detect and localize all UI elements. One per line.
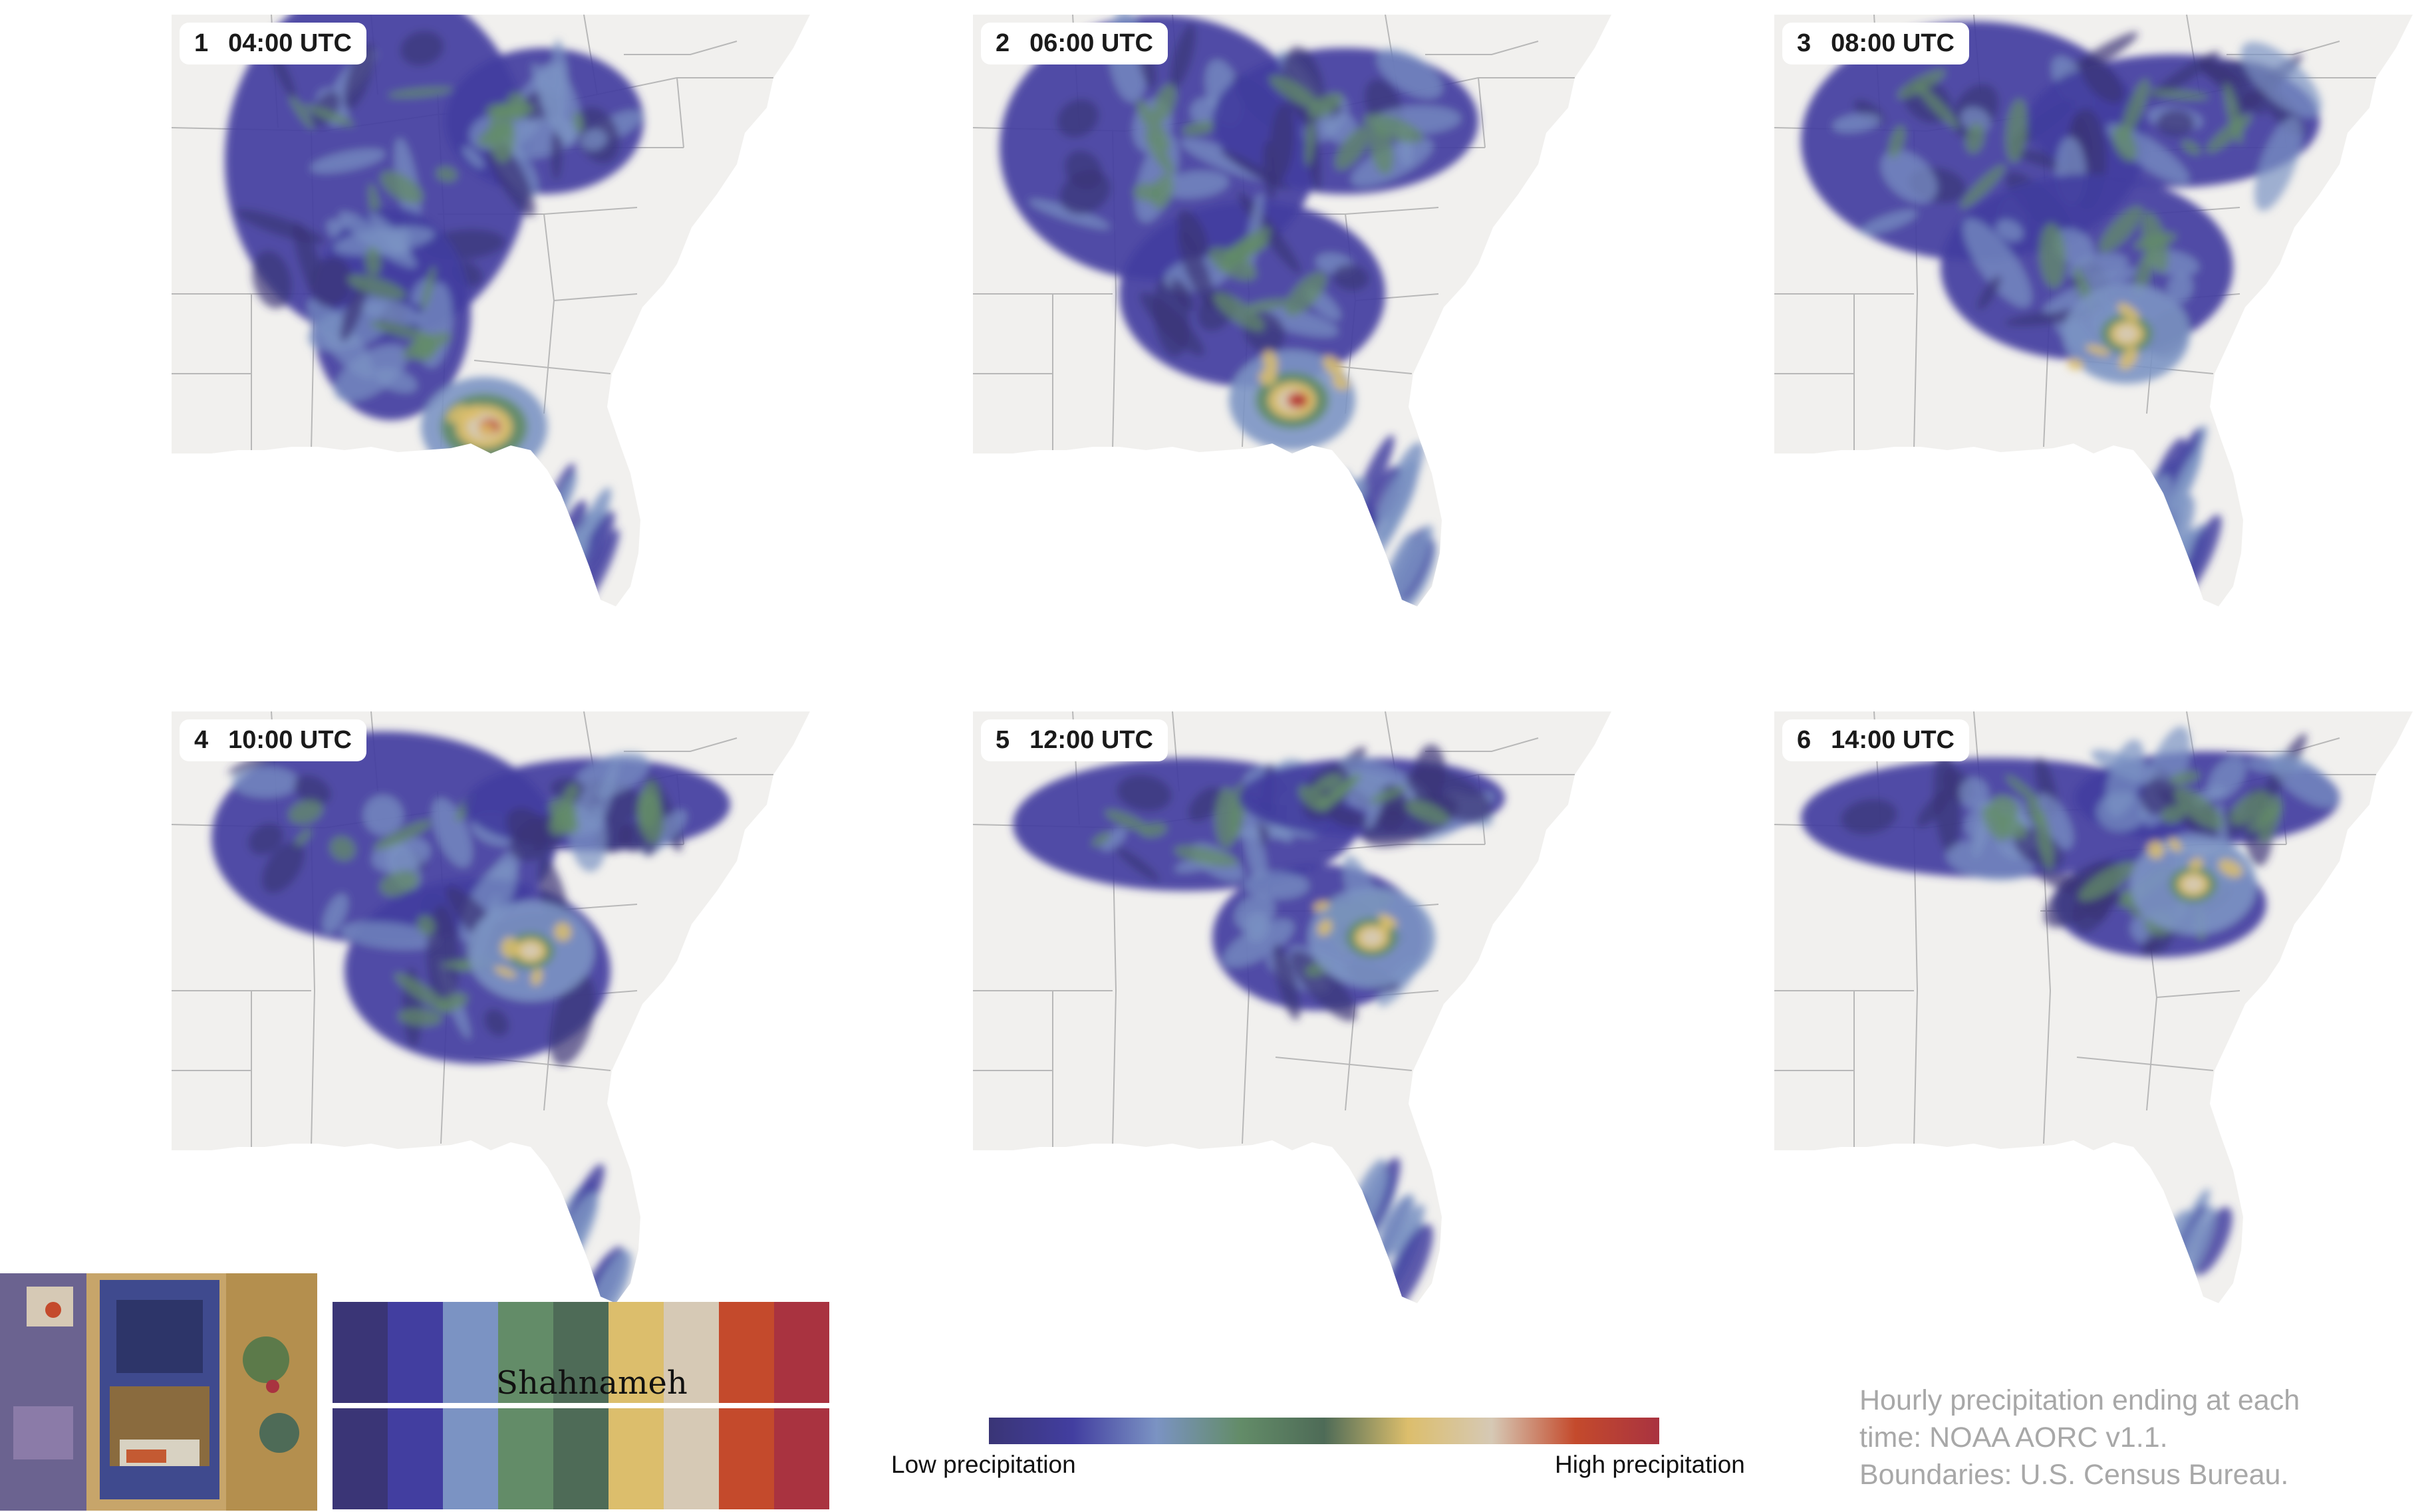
map-panel-1: 1 04:00 UTC xyxy=(172,15,837,680)
panel-time: 04:00 UTC xyxy=(228,29,352,57)
panel-number: 5 xyxy=(996,726,1010,754)
panel-time: 06:00 UTC xyxy=(1029,29,1153,57)
panel-label: 1 04:00 UTC xyxy=(180,23,366,64)
panel-number: 1 xyxy=(194,29,209,57)
palette-swatch xyxy=(719,1408,774,1509)
panel-label: 2 06:00 UTC xyxy=(981,23,1168,64)
precipitation-map xyxy=(172,15,810,606)
palette-swatch xyxy=(553,1408,609,1509)
palette-swatch xyxy=(498,1302,553,1403)
panel-number: 6 xyxy=(1797,726,1812,754)
state-boundary xyxy=(2076,1057,2214,1071)
credit-line-3: Boundaries: U.S. Census Bureau. xyxy=(1859,1459,2289,1491)
precipitation-field xyxy=(1801,726,2340,1294)
palette-name: Shahnameh xyxy=(496,1364,688,1402)
precipitation-legend-bar xyxy=(989,1418,1659,1444)
state-boundary xyxy=(676,77,684,148)
panel-label: 3 08:00 UTC xyxy=(1782,23,1969,64)
palette-swatch xyxy=(333,1302,388,1403)
credit-line-2: time: NOAA AORC v1.1. xyxy=(1859,1422,2168,1453)
palette-swatch xyxy=(609,1408,664,1509)
state-boundary xyxy=(1425,737,1539,752)
palette-swatch xyxy=(498,1408,553,1509)
precipitation-map xyxy=(973,15,1611,606)
shahnameh-artwork-image xyxy=(0,1273,317,1511)
precipitation-field xyxy=(1013,744,1505,1303)
panel-time: 14:00 UTC xyxy=(1831,726,1955,754)
state-boundary xyxy=(1478,77,1486,148)
palette-swatch xyxy=(388,1408,443,1509)
panel-label: 4 10:00 UTC xyxy=(180,719,366,761)
legend-low-label: Low precipitation xyxy=(891,1451,1076,1478)
palette-swatch-row-top xyxy=(333,1302,829,1403)
palette-swatch xyxy=(719,1302,774,1403)
map-panel-3: 3 08:00 UTC xyxy=(1774,15,2436,680)
legend-high-label: High precipitation xyxy=(1555,1451,1745,1478)
panel-label: 5 12:00 UTC xyxy=(981,719,1168,761)
palette-swatch xyxy=(774,1302,829,1403)
panel-number: 3 xyxy=(1797,29,1812,57)
credit-line-1: Hourly precipitation ending at each xyxy=(1859,1384,2300,1416)
state-boundary xyxy=(474,360,611,374)
palette-swatch xyxy=(388,1302,443,1403)
palette-swatch xyxy=(443,1408,498,1509)
panel-label: 6 14:00 UTC xyxy=(1782,719,1969,761)
state-boundary xyxy=(1275,1057,1413,1071)
map-panel-4: 4 10:00 UTC xyxy=(172,711,837,1376)
palette-swatch xyxy=(774,1408,829,1509)
palette-swatch xyxy=(333,1408,388,1509)
map-panel-2: 2 06:00 UTC xyxy=(973,15,1638,680)
map-panel-6: 6 14:00 UTC xyxy=(1774,711,2436,1376)
panel-time: 10:00 UTC xyxy=(228,726,352,754)
palette-swatch xyxy=(609,1302,664,1403)
data-credit: Hourly precipitation ending at each time… xyxy=(1859,1382,2418,1493)
state-boundary xyxy=(624,41,738,55)
panel-number: 4 xyxy=(194,726,209,754)
palette-swatch-row-bottom xyxy=(333,1408,829,1509)
precipitation-field xyxy=(211,731,730,1303)
palette-swatch xyxy=(553,1302,609,1403)
precipitation-map xyxy=(973,711,1611,1303)
panel-time: 12:00 UTC xyxy=(1029,726,1153,754)
state-boundary xyxy=(1913,827,1919,1148)
state-boundary xyxy=(2156,990,2240,998)
precipitation-map xyxy=(172,711,810,1303)
palette-swatch xyxy=(664,1408,719,1509)
precipitation-map xyxy=(1774,15,2413,606)
panel-time: 08:00 UTC xyxy=(1831,29,1955,57)
panel-number: 2 xyxy=(996,29,1010,57)
state-boundary xyxy=(624,737,738,752)
palette-swatch xyxy=(664,1302,719,1403)
map-panel-5: 5 12:00 UTC xyxy=(973,711,1638,1376)
palette-swatch xyxy=(443,1302,498,1403)
state-boundary xyxy=(1425,41,1539,55)
state-boundary xyxy=(553,293,638,301)
precipitation-map xyxy=(1774,711,2413,1303)
